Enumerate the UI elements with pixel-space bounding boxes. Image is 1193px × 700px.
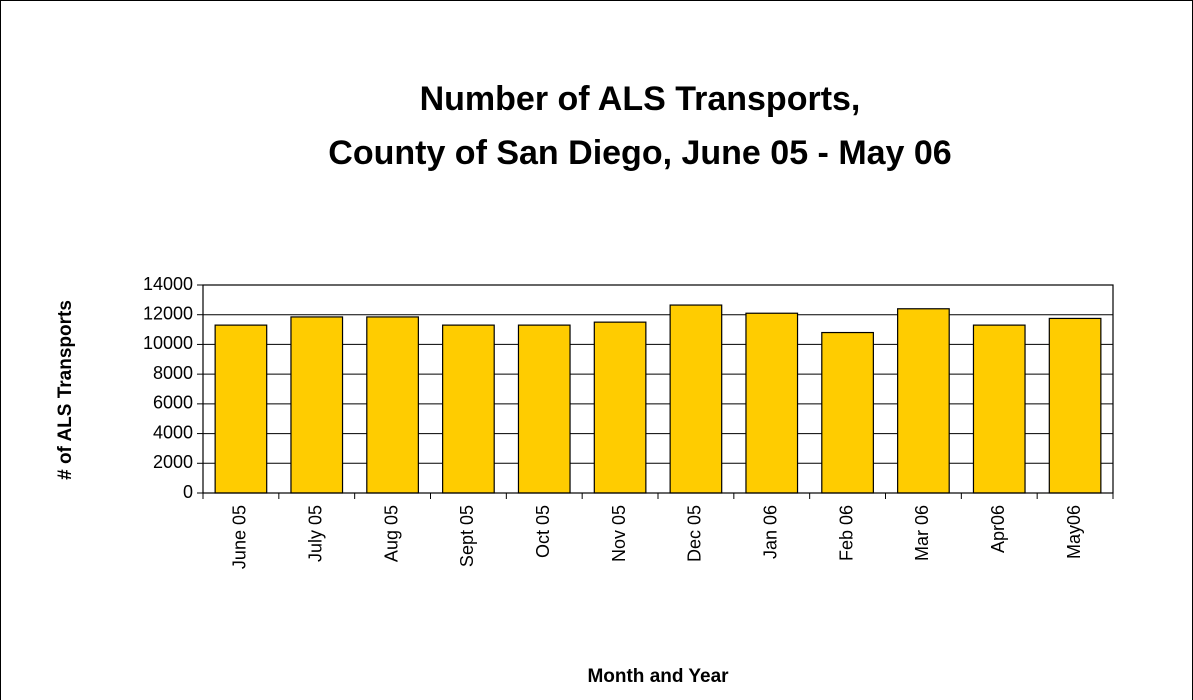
bar: [821, 331, 874, 494]
bar: [214, 324, 268, 494]
plot-border: [202, 284, 1114, 494]
bar: [745, 312, 799, 494]
bar: [972, 324, 1026, 494]
x-tick-label: Apr06: [988, 505, 1008, 553]
x-tick-label: Feb 06: [836, 505, 856, 561]
bar: [366, 316, 419, 494]
x-tick-label: Dec 05: [685, 505, 705, 562]
x-tick-label: Sept 05: [457, 505, 477, 567]
y-tick-label: 14000: [143, 274, 193, 294]
x-tick-label: Aug 05: [381, 505, 401, 562]
bar: [442, 324, 495, 494]
bar: [669, 304, 723, 494]
bar: [593, 321, 647, 494]
y-tick-label: 2000: [153, 452, 193, 472]
bar: [290, 316, 344, 494]
plot-area: [203, 285, 1113, 493]
y-tick-label: 6000: [153, 393, 193, 413]
x-tick-label: Mar 06: [912, 505, 932, 561]
x-tick-label: Nov 05: [609, 505, 629, 562]
x-tick-label: June 05: [230, 505, 250, 569]
bar: [897, 308, 950, 494]
x-tick-label: July 05: [306, 505, 326, 562]
x-axis-title: Month and Year: [587, 666, 729, 687]
y-tick-label: 10000: [143, 333, 193, 353]
y-axis-title: # of ALS Transports: [55, 300, 76, 480]
y-tick-label: 12000: [143, 303, 193, 323]
x-tick-label: Oct 05: [533, 505, 553, 558]
chart-title: Number of ALS Transports,: [420, 80, 861, 118]
y-tick-label: 4000: [153, 422, 193, 442]
chart-title: County of San Diego, June 05 - May 06: [328, 134, 951, 172]
x-tick-label: May06: [1064, 505, 1084, 559]
x-tick-label: Jan 06: [761, 505, 781, 559]
bar: [517, 324, 571, 494]
bar: [1048, 317, 1102, 494]
y-tick-label: 8000: [153, 363, 193, 383]
y-tick-label: 0: [183, 482, 193, 502]
